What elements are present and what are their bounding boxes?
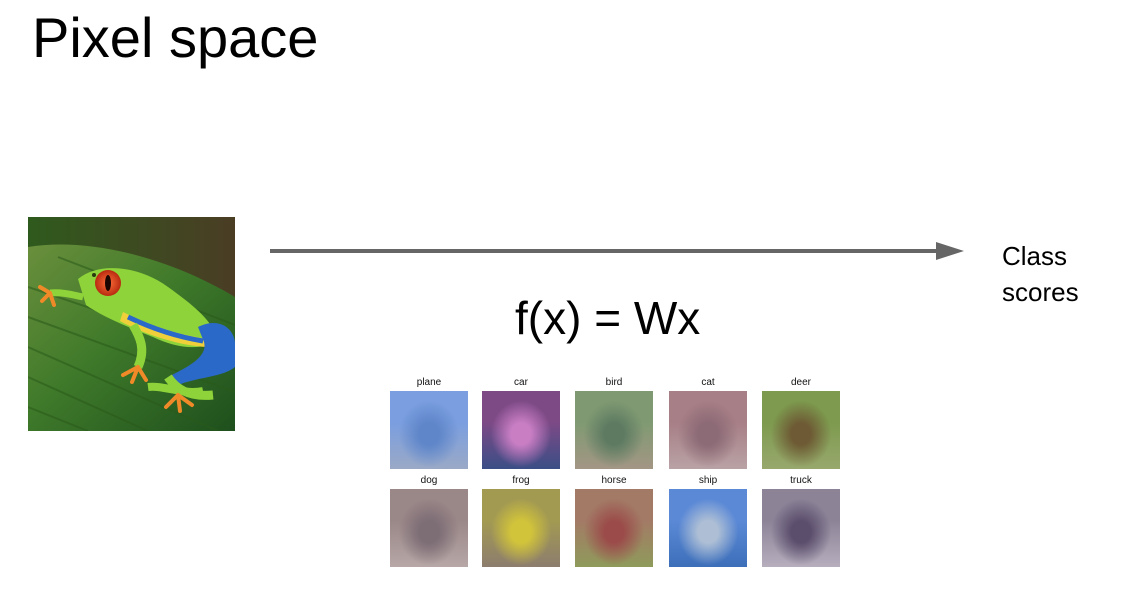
template-deer: deer: [760, 376, 842, 472]
template-ship: ship: [667, 474, 749, 570]
template-label: bird: [605, 377, 623, 388]
class-scores-line2: scores: [1002, 277, 1079, 307]
class-scores-line1: Class: [1002, 241, 1068, 271]
template-label: horse: [601, 475, 627, 486]
template-horse: horse: [573, 474, 655, 570]
template-car: car: [480, 376, 562, 472]
template-label: ship: [698, 475, 718, 486]
template-label: frog: [512, 475, 530, 486]
template-image: [575, 391, 653, 469]
template-dog: dog: [388, 474, 470, 570]
template-label: truck: [790, 475, 812, 486]
linear-classifier-formula: f(x) = Wx: [515, 292, 701, 344]
template-image: [482, 391, 560, 469]
template-image: [762, 489, 840, 567]
template-label: deer: [790, 377, 811, 388]
template-truck: truck: [760, 474, 842, 570]
template-image: [669, 489, 747, 567]
template-bird: bird: [573, 376, 655, 472]
class-template-grid: plane car bird cat deer dog frog horse ship truck: [388, 376, 848, 572]
mapping-arrow: [270, 242, 964, 260]
template-label: car: [514, 377, 528, 388]
template-image: [575, 489, 653, 567]
template-image: [390, 489, 468, 567]
template-label: dog: [420, 475, 438, 486]
template-cat: cat: [667, 376, 749, 472]
template-image: [390, 391, 468, 469]
class-scores-label: Class scores: [1002, 238, 1079, 310]
template-image: [762, 391, 840, 469]
slide-title: Pixel space: [32, 6, 319, 69]
template-frog: frog: [480, 474, 562, 570]
template-image: [669, 391, 747, 469]
template-label: cat: [701, 377, 715, 388]
input-image-frog: [28, 217, 235, 431]
template-plane: plane: [388, 376, 470, 472]
template-label: plane: [416, 377, 442, 388]
template-image: [482, 489, 560, 567]
